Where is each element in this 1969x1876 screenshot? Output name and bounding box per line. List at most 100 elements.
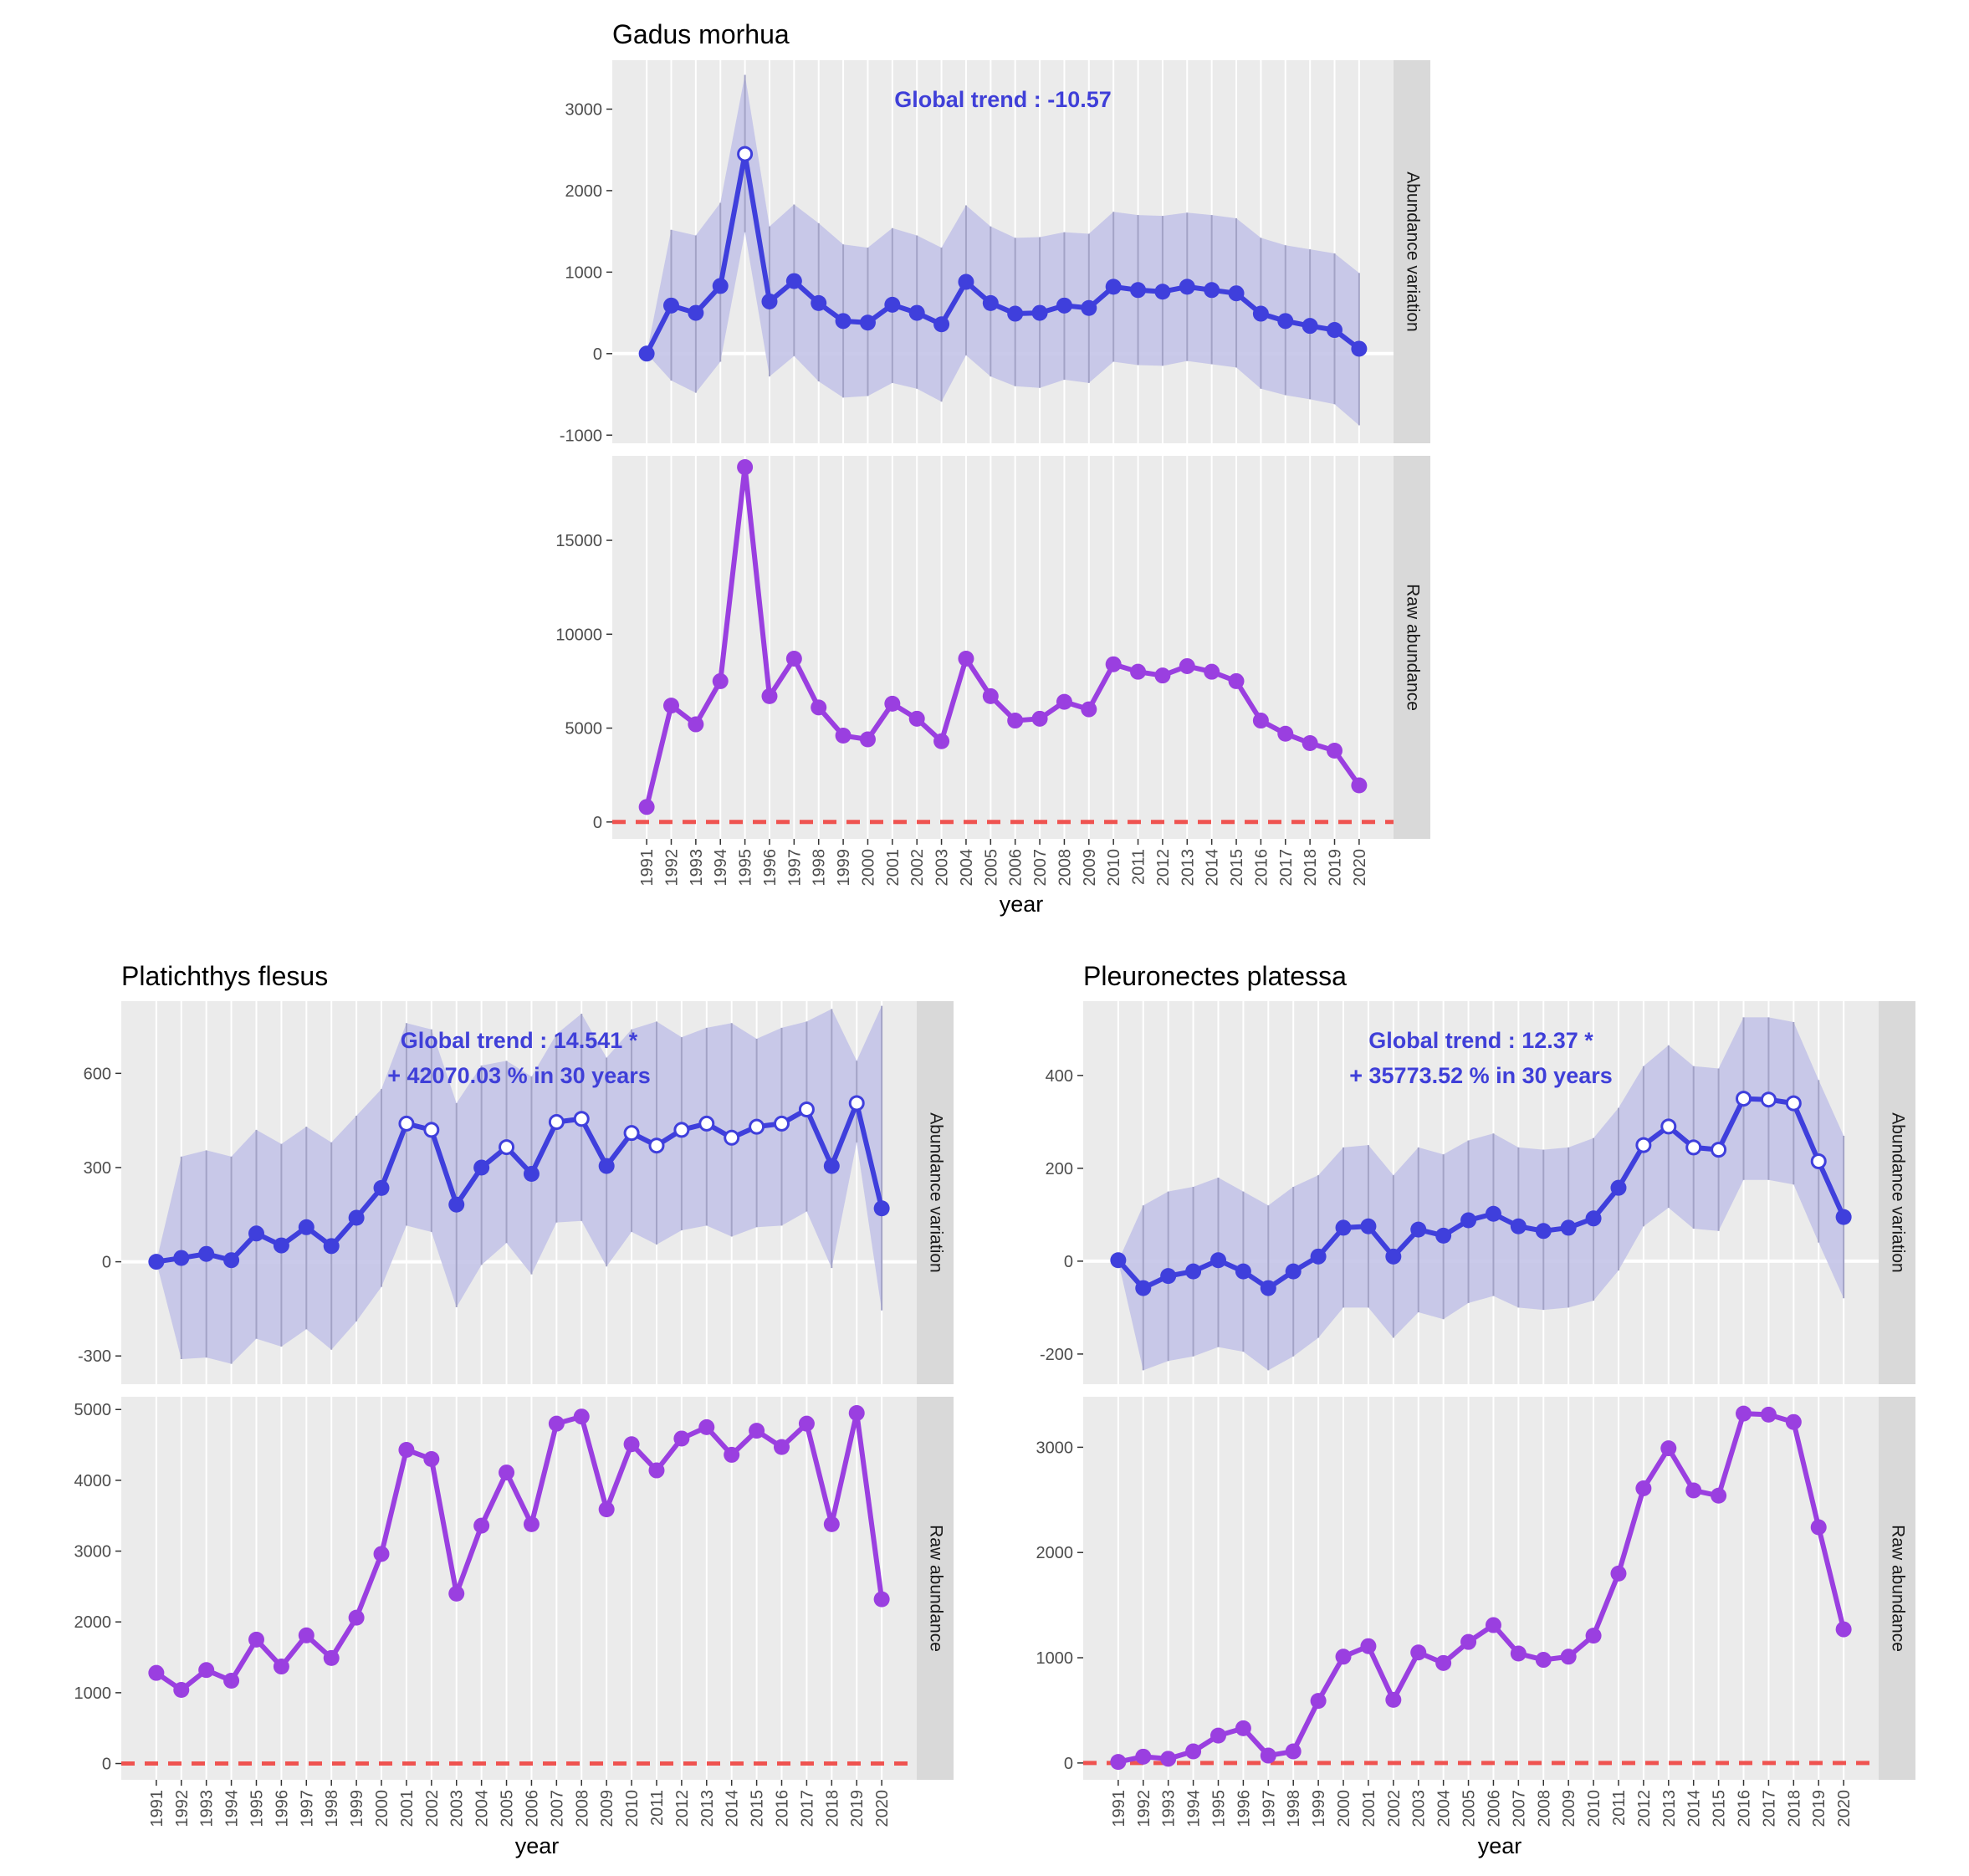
x-tick-label: 2015 — [749, 1790, 767, 1827]
data-point — [398, 1441, 415, 1458]
x-tick-label: 1999 — [348, 1790, 366, 1827]
global-trend-annotation: Global trend : -10.57 — [894, 87, 1112, 112]
x-tick-label: 1995 — [737, 849, 755, 887]
x-tick-label: 2014 — [1204, 849, 1222, 887]
x-tick-label: 2009 — [598, 1790, 616, 1827]
x-tick-label: 2010 — [1105, 849, 1123, 887]
data-point — [1310, 1248, 1327, 1265]
y-tick-label: 3000 — [565, 100, 603, 119]
plot-platichthys-flesus: Platichthys flesus -300 0 300 600 Abundance … — [74, 961, 954, 1858]
data-point — [198, 1662, 215, 1679]
y-tick-label: 400 — [1046, 1067, 1073, 1086]
x-tick-label: 1991 — [148, 1790, 166, 1827]
x-tick-label: 1991 — [638, 849, 657, 887]
data-point — [298, 1219, 315, 1235]
data-point — [749, 1423, 765, 1439]
y-tick-label: 2000 — [1036, 1544, 1074, 1562]
data-point — [1785, 1095, 1802, 1112]
data-point — [1560, 1219, 1577, 1236]
data-point — [673, 1430, 690, 1447]
x-tick-label: 2016 — [1252, 849, 1271, 887]
x-tick-label: 1994 — [712, 849, 730, 887]
facet-strip-label: Abundance variation — [1888, 1112, 1907, 1272]
data-point — [1560, 1649, 1577, 1665]
data-point — [1056, 693, 1072, 710]
global-trend-annotation: + 42070.03 % in 30 years — [387, 1063, 651, 1088]
data-point — [835, 728, 852, 744]
x-tick-label: 1994 — [223, 1790, 242, 1827]
x-tick-label: 1996 — [761, 849, 780, 887]
data-point — [548, 1114, 565, 1131]
data-point — [1410, 1644, 1427, 1661]
data-point — [798, 1102, 815, 1118]
data-point — [662, 698, 679, 714]
data-point — [1130, 663, 1147, 680]
data-point — [273, 1237, 289, 1254]
data-point — [499, 1465, 515, 1481]
data-point — [1154, 667, 1171, 684]
panel-background — [612, 456, 1394, 839]
data-point — [423, 1450, 440, 1467]
data-point — [1327, 322, 1343, 339]
data-point — [1204, 282, 1220, 299]
x-tick-label: 2003 — [1410, 1790, 1429, 1827]
data-point — [774, 1439, 790, 1455]
facet-strip — [917, 1001, 954, 1384]
data-point — [473, 1159, 490, 1176]
x-tick-label: 2002 — [1385, 1790, 1404, 1827]
data-point — [1185, 1263, 1202, 1280]
data-point — [1510, 1645, 1527, 1662]
data-point — [398, 1115, 415, 1132]
data-point — [1835, 1209, 1852, 1225]
data-point — [673, 1122, 690, 1138]
facet-strip-label: Abundance variation — [926, 1112, 945, 1272]
x-tick-label: 2004 — [473, 1790, 492, 1827]
y-tick-label: 0 — [1064, 1755, 1073, 1773]
confidence-ribbon — [1117, 1017, 1844, 1371]
data-point — [348, 1209, 365, 1226]
data-point — [1179, 657, 1195, 674]
facet-strip — [1879, 1397, 1915, 1780]
data-point — [1535, 1652, 1552, 1669]
panel-background — [1083, 1397, 1879, 1780]
data-point — [1410, 1221, 1427, 1238]
x-tick-label: 2001 — [398, 1790, 417, 1827]
data-point — [1460, 1633, 1477, 1650]
data-point — [798, 1415, 815, 1432]
data-point — [1685, 1139, 1702, 1156]
data-point — [761, 688, 778, 704]
x-tick-label: 2005 — [1460, 1790, 1479, 1827]
data-point — [323, 1238, 340, 1255]
x-tick-label: 1999 — [1310, 1790, 1328, 1827]
data-point — [1252, 713, 1269, 729]
x-tick-label: 2000 — [1335, 1790, 1353, 1827]
x-tick-label: 2009 — [1081, 849, 1099, 887]
data-point — [823, 1158, 840, 1174]
y-tick-label: 300 — [84, 1159, 111, 1178]
data-point — [724, 1446, 740, 1463]
data-point — [1105, 279, 1122, 295]
data-point — [1835, 1621, 1852, 1638]
data-point — [761, 293, 778, 309]
x-axis-title: year — [1478, 1833, 1522, 1858]
data-point — [223, 1672, 240, 1689]
data-point — [1081, 299, 1097, 316]
data-point — [1285, 1263, 1302, 1280]
data-point — [1435, 1227, 1452, 1244]
data-point — [737, 146, 754, 162]
x-tick-label: 2007 — [1031, 849, 1050, 887]
x-tick-label: 2008 — [1056, 849, 1074, 887]
data-point — [1056, 297, 1072, 314]
x-tick-label: 2019 — [1327, 849, 1345, 887]
x-tick-label: 2009 — [1560, 1790, 1578, 1827]
x-tick-label: 2019 — [848, 1790, 867, 1827]
global-trend-annotation: Global trend : 12.37 * — [1368, 1028, 1593, 1053]
data-point — [835, 313, 852, 330]
facet-strip — [1394, 60, 1430, 443]
data-point — [648, 1137, 665, 1154]
x-tick-label: 2015 — [1228, 849, 1246, 887]
data-point — [1351, 340, 1368, 357]
x-axis-title: year — [1000, 892, 1044, 917]
x-tick-label: 2013 — [1179, 849, 1197, 887]
